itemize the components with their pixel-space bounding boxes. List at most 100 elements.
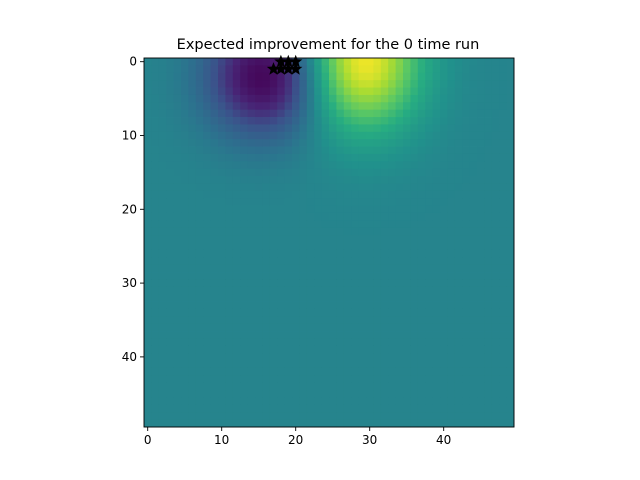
heatmap-cell <box>262 227 271 236</box>
heatmap-cell <box>321 286 330 295</box>
heatmap-cell <box>373 80 382 88</box>
heatmap-cell <box>432 161 441 170</box>
heatmap-cell <box>240 301 248 310</box>
heatmap-cell <box>144 65 152 74</box>
heatmap-cell <box>225 205 234 214</box>
heatmap-cell <box>440 205 448 214</box>
heatmap-cell <box>477 102 485 111</box>
heatmap-cell <box>358 272 367 280</box>
heatmap-cell <box>188 242 197 251</box>
heatmap-cell <box>506 220 515 229</box>
heatmap-cell <box>477 331 485 339</box>
heatmap-cell <box>425 212 433 221</box>
heatmap-cell <box>447 153 456 162</box>
heatmap-cell <box>306 360 315 369</box>
star-marker <box>266 62 281 75</box>
heatmap-cell <box>284 124 293 133</box>
heatmap-cell <box>469 316 478 325</box>
heatmap-cell <box>410 168 419 177</box>
heatmap-cell <box>484 338 493 347</box>
heatmap-cell <box>388 353 396 361</box>
heatmap-cell <box>299 375 308 384</box>
heatmap-cell <box>210 375 219 384</box>
heatmap-cell <box>262 168 271 177</box>
heatmap-cell <box>417 102 426 111</box>
heatmap-cell <box>454 109 463 118</box>
heatmap-cell <box>321 198 330 206</box>
heatmap-cell <box>380 360 389 369</box>
heatmap-cell <box>188 286 197 295</box>
heatmap-cell <box>314 257 322 266</box>
heatmap-cell <box>314 308 322 317</box>
heatmap-cell <box>336 212 345 221</box>
heatmap-cell <box>247 397 256 406</box>
heatmap-cell <box>373 227 382 236</box>
heatmap-cell <box>299 316 308 325</box>
heatmap-cell <box>218 242 226 251</box>
heatmap-cell <box>417 139 426 147</box>
heatmap-cell <box>299 227 308 236</box>
heatmap-cell <box>410 220 419 229</box>
heatmap-cell <box>277 220 285 229</box>
heatmap-cell <box>321 190 330 199</box>
heatmap-cell <box>166 367 174 376</box>
heatmap-cell <box>380 220 389 229</box>
heatmap-cell <box>440 153 448 162</box>
heatmap-cell <box>491 72 500 81</box>
heatmap-cell <box>469 331 478 339</box>
heatmap-cell <box>144 272 152 280</box>
heatmap-cell <box>388 397 396 406</box>
heatmap-cell <box>299 153 308 162</box>
x-tick-label: 10 <box>214 433 229 447</box>
heatmap-cell <box>247 190 256 199</box>
heatmap-cell <box>506 58 515 66</box>
heatmap-cell <box>403 176 411 184</box>
heatmap-cell <box>432 294 441 302</box>
heatmap-cell <box>343 58 352 66</box>
heatmap-cell <box>321 183 330 192</box>
heatmap-cell <box>329 338 337 347</box>
heatmap-cell <box>195 272 204 280</box>
heatmap-cell <box>255 294 263 302</box>
heatmap-cell <box>454 249 463 258</box>
heatmap-cell <box>269 397 278 406</box>
heatmap-cell <box>351 146 359 155</box>
heatmap-cell <box>336 345 345 354</box>
heatmap-cell <box>447 257 456 266</box>
heatmap-cell <box>417 190 426 199</box>
heatmap-cell <box>336 87 345 96</box>
heatmap-cell <box>284 146 293 155</box>
heatmap-cell <box>499 131 507 140</box>
heatmap-cell <box>247 345 256 354</box>
heatmap-cell <box>247 382 256 391</box>
heatmap-cell <box>447 286 456 295</box>
heatmap-cell <box>469 308 478 317</box>
heatmap-cell <box>151 65 160 74</box>
heatmap-cell <box>373 294 382 302</box>
heatmap-cell <box>380 190 389 199</box>
heatmap-cell <box>173 308 182 317</box>
heatmap-cell <box>181 353 189 361</box>
heatmap-cell <box>358 412 367 421</box>
heatmap-cell <box>232 72 241 81</box>
heatmap-cell <box>343 316 352 325</box>
heatmap-cell <box>417 146 426 155</box>
heatmap-cell <box>225 102 234 111</box>
heatmap-cell <box>158 168 167 177</box>
heatmap-cell <box>292 264 300 273</box>
heatmap-cell <box>454 412 463 421</box>
heatmap-cell <box>284 338 293 347</box>
heatmap-cell <box>454 360 463 369</box>
heatmap-cell <box>329 242 337 251</box>
heatmap-cell <box>247 308 256 317</box>
heatmap-cell <box>195 58 204 66</box>
heatmap-cell <box>262 212 271 221</box>
heatmap-cell <box>158 323 167 332</box>
heatmap-cell <box>277 227 285 236</box>
heatmap-cell <box>195 94 204 103</box>
heatmap-cell <box>144 404 152 413</box>
heatmap-cell <box>351 161 359 170</box>
heatmap-cell <box>284 360 293 369</box>
heatmap-cell <box>262 124 271 133</box>
heatmap-cell <box>366 124 374 133</box>
